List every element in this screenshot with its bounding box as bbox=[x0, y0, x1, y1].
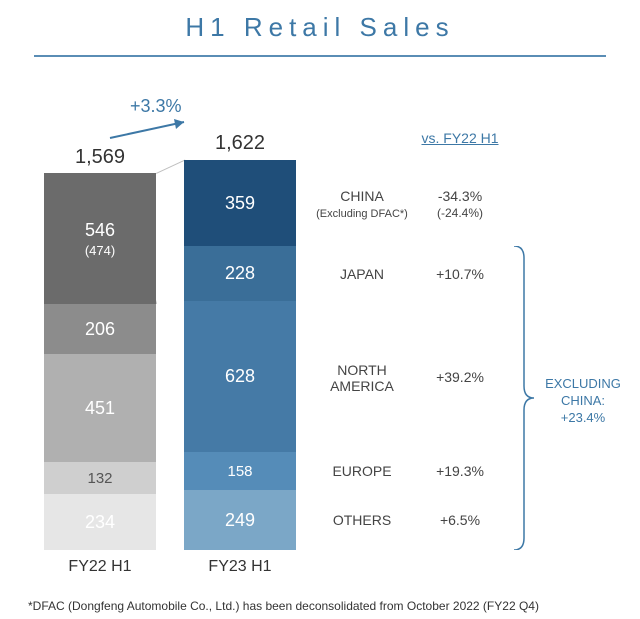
segment-subvalue: (474) bbox=[85, 243, 115, 258]
excl-line1: EXCLUDING bbox=[545, 376, 621, 391]
fy23-label: FY23 H1 bbox=[184, 558, 296, 576]
change-value: +39.2% bbox=[420, 369, 500, 385]
segment-value: 228 bbox=[225, 263, 255, 284]
growth-arrow-icon bbox=[106, 116, 196, 146]
bar-segment: 228 bbox=[184, 246, 296, 301]
change-value: -34.3%(-24.4%) bbox=[420, 188, 500, 220]
segment-value: 359 bbox=[225, 193, 255, 214]
excl-line2: CHINA: bbox=[561, 393, 605, 408]
title-rule bbox=[34, 55, 606, 57]
change-value: +19.3% bbox=[420, 463, 500, 479]
region-column: CHINA(Excluding DFAC*) JAPAN NORTHAMERICA E… bbox=[312, 90, 412, 560]
bar-segment: 234 bbox=[44, 494, 156, 550]
bar-segment: 249 bbox=[184, 490, 296, 550]
bar-segment: 359 bbox=[184, 160, 296, 246]
guide-line bbox=[156, 159, 185, 173]
changes-header: vs. FY22 H1 bbox=[420, 130, 500, 146]
region-sublabel: (Excluding DFAC*) bbox=[316, 208, 408, 220]
excluding-china-label: EXCLUDING CHINA: +23.4% bbox=[538, 376, 628, 427]
region-label: NORTHAMERICA bbox=[312, 362, 412, 394]
region-label: OTHERS bbox=[312, 512, 412, 528]
bar-fy22: 546 (474) 206 451 132 234 bbox=[44, 173, 156, 550]
footnote: *DFAC (Dongfeng Automobile Co., Ltd.) ha… bbox=[28, 599, 539, 613]
region-label: EUROPE bbox=[312, 463, 412, 479]
growth-label: +3.3% bbox=[130, 96, 182, 117]
change-subvalue: (-24.4%) bbox=[437, 206, 483, 220]
segment-value: 628 bbox=[225, 366, 255, 387]
bar-fy23: 359 228 628 158 249 bbox=[184, 160, 296, 550]
segment-value: 451 bbox=[85, 398, 115, 419]
region-label: CHINA(Excluding DFAC*) bbox=[312, 188, 412, 221]
segment-value: 234 bbox=[85, 512, 115, 533]
brace-icon bbox=[510, 246, 534, 550]
bar-segment: 451 bbox=[44, 354, 156, 462]
bar-segment: 628 bbox=[184, 301, 296, 452]
fy22-label: FY22 H1 bbox=[44, 558, 156, 576]
segment-value: 546 bbox=[85, 220, 115, 241]
segment-value: 206 bbox=[85, 319, 115, 340]
region-label: JAPAN bbox=[312, 266, 412, 282]
excl-value: +23.4% bbox=[561, 410, 605, 425]
fy23-total: 1,622 bbox=[184, 132, 296, 155]
bar-segment: 546 (474) bbox=[44, 173, 156, 304]
fy22-total: 1,569 bbox=[44, 146, 156, 169]
page-title: H1 Retail Sales bbox=[0, 0, 640, 43]
segment-value: 132 bbox=[87, 470, 112, 487]
chart-area: +3.3% 1,569 546 (474) 206 451 132 234 FY22 H1… bbox=[0, 90, 640, 590]
change-value: +10.7% bbox=[420, 266, 500, 282]
change-column: vs. FY22 H1 -34.3%(-24.4%) +10.7% +39.2% +1… bbox=[420, 90, 500, 560]
change-value: +6.5% bbox=[420, 512, 500, 528]
bar-segment: 206 bbox=[44, 304, 156, 354]
segment-value: 158 bbox=[227, 463, 252, 480]
bar-segment: 158 bbox=[184, 452, 296, 490]
segment-value: 249 bbox=[225, 510, 255, 531]
bar-segment: 132 bbox=[44, 462, 156, 494]
